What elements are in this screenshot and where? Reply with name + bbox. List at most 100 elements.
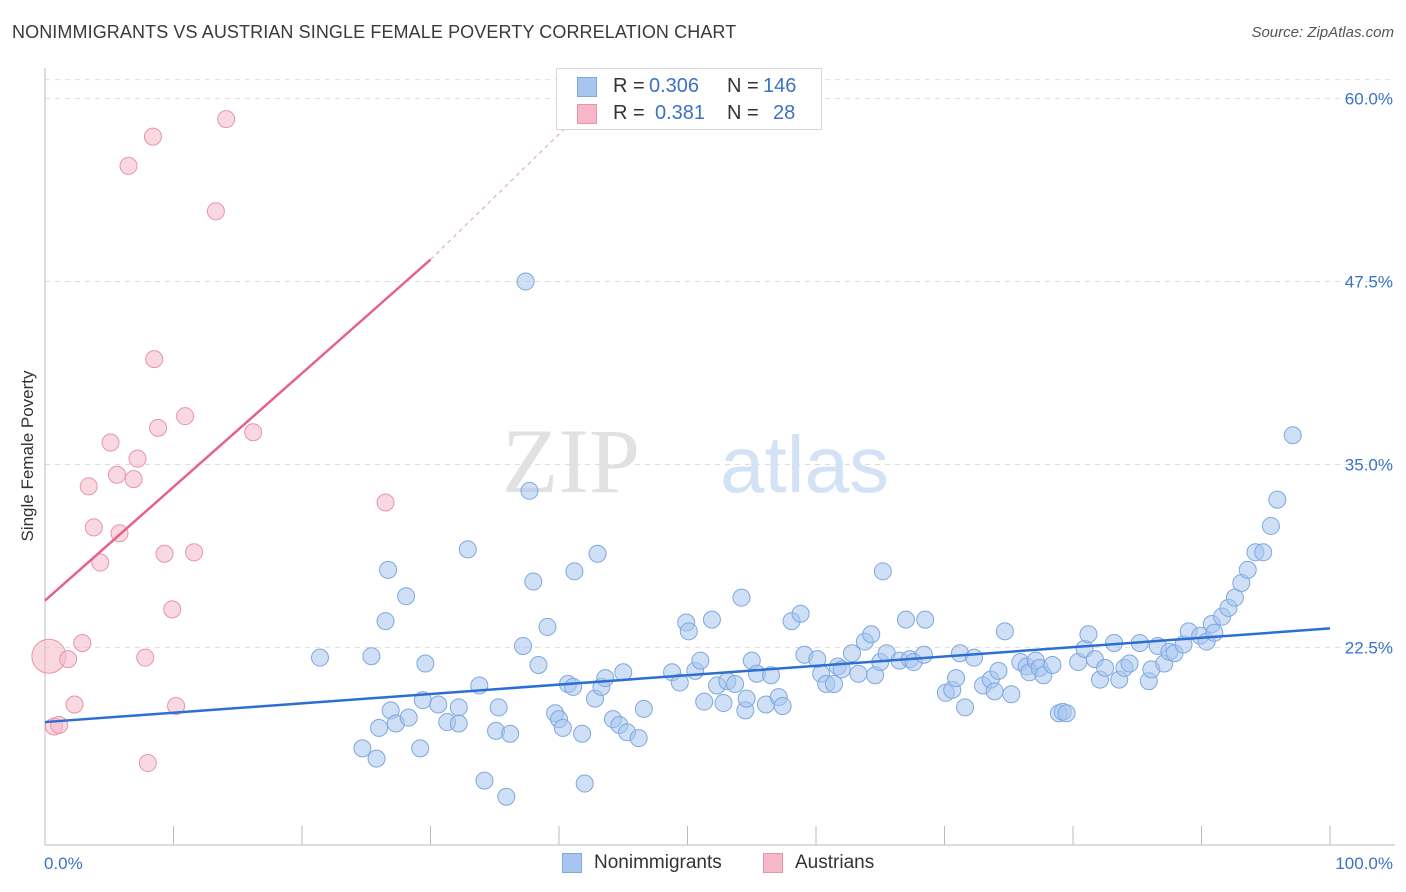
nonimmigrants-point <box>501 724 520 743</box>
legend-n-value: 28 <box>773 102 796 124</box>
nonimmigrants-point <box>1283 426 1302 445</box>
austrians-point <box>185 543 204 562</box>
nonimmigrants-point <box>732 588 751 607</box>
nonimmigrants-point <box>588 544 607 563</box>
nonimmigrants-point <box>1057 704 1076 723</box>
legend-swatch-blue <box>577 77 597 97</box>
austrians-point <box>59 650 78 669</box>
y-axis-label: Single Female Poverty <box>18 370 37 542</box>
nonimmigrants-point <box>634 699 653 718</box>
nonimmigrants-point <box>575 774 594 793</box>
bottom-legend-swatch-blue <box>562 853 582 873</box>
nonimmigrants-point <box>714 694 733 713</box>
austrians-trend-line <box>44 258 432 602</box>
austrians-point <box>91 553 110 572</box>
y-tick-label: 35.0% <box>1345 455 1393 474</box>
nonimmigrants-point <box>873 562 892 581</box>
nonimmigrants-point <box>376 612 395 631</box>
nonimmigrants-point <box>497 787 516 806</box>
tick-labels: 22.5% 35.0% 47.5% 60.0% 0.0% 100.0% <box>44 90 1393 873</box>
nonimmigrants-point <box>1261 516 1280 535</box>
nonimmigrants-point <box>524 572 543 591</box>
nonimmigrants-point <box>416 654 435 673</box>
austrians-point <box>149 418 168 437</box>
nonimmigrants-point <box>849 664 868 683</box>
nonimmigrants-point <box>489 698 508 717</box>
x-tick-label: 100.0% <box>1335 854 1393 873</box>
austrians-point <box>136 648 155 667</box>
axes <box>44 68 1395 846</box>
nonimmigrants-point <box>965 648 984 667</box>
austrians-point <box>50 715 69 734</box>
nonimmigrants-point <box>1205 623 1224 642</box>
nonimmigrants-trend-line <box>44 627 1331 724</box>
austrians-point <box>143 127 162 146</box>
nonimmigrants-point <box>353 739 372 758</box>
nonimmigrants-point <box>564 677 583 696</box>
nonimmigrants-point <box>862 625 881 644</box>
nonimmigrants-point <box>449 698 468 717</box>
nonimmigrants-point <box>914 645 933 664</box>
nonimmigrants-point <box>773 696 792 715</box>
correlation-legend: R = 0.306 N = 146 R = 0.381 N = 28 <box>556 68 822 130</box>
watermark-atlas: atlas <box>720 420 889 509</box>
source-label: Source: ZipAtlas.com <box>1251 24 1394 41</box>
y-tick-label: 47.5% <box>1345 273 1393 292</box>
nonimmigrants-point <box>989 661 1008 680</box>
nonimmigrants-point <box>791 604 810 623</box>
austrians-point <box>128 449 147 468</box>
nonimmigrants-point <box>1096 658 1115 677</box>
austrians-point <box>167 696 186 715</box>
bottom-legend-swatch-pink <box>763 853 783 873</box>
austrians-trend-extension <box>430 127 566 261</box>
nonimmigrants-point <box>896 610 915 629</box>
nonimmigrants-point <box>824 675 843 694</box>
austrians-point <box>119 156 138 175</box>
austrians-point <box>163 600 182 619</box>
nonimmigrants-point <box>553 718 572 737</box>
watermark: ZIP atlas <box>502 410 889 512</box>
legend-r-label: R = <box>613 75 645 97</box>
bottom-legend-label: Nonimmigrants <box>594 852 722 873</box>
austrians-point <box>155 544 174 563</box>
nonimmigrants-point <box>695 692 714 711</box>
nonimmigrants-point <box>538 617 557 636</box>
legend-n-label: N = <box>727 75 759 97</box>
y-tick-label: 60.0% <box>1345 90 1393 109</box>
nonimmigrants-point <box>1079 625 1098 644</box>
nonimmigrants-point <box>520 481 539 500</box>
nonimmigrants-point <box>514 636 533 655</box>
austrians-point <box>65 695 84 714</box>
nonimmigrants-point <box>529 655 548 674</box>
nonimmigrants-point <box>737 689 756 708</box>
austrians-point <box>79 477 98 496</box>
austrians-point <box>84 518 103 537</box>
nonimmigrants-point <box>397 587 416 606</box>
nonimmigrants-point <box>670 673 689 692</box>
austrians-point <box>244 423 263 442</box>
nonimmigrants-point <box>947 669 966 688</box>
gridlines <box>45 79 1395 648</box>
legend-n-value: 146 <box>763 75 797 97</box>
legend-r-label: R = <box>613 102 645 124</box>
austrians-point <box>145 350 164 369</box>
y-tick-label: 22.5% <box>1345 638 1393 657</box>
austrians-point <box>176 407 195 426</box>
nonimmigrants-point <box>1238 560 1257 579</box>
nonimmigrants-point <box>916 610 935 629</box>
nonimmigrants-point <box>596 669 615 688</box>
trend-lines <box>44 127 1331 724</box>
nonimmigrants-point <box>379 560 398 579</box>
chart-title: NONIMMIGRANTS VS AUSTRIAN SINGLE FEMALE … <box>12 22 737 42</box>
nonimmigrants-point <box>1254 543 1273 562</box>
austrians-point <box>101 433 120 452</box>
nonimmigrants-point <box>573 724 592 743</box>
austrians-point <box>217 110 236 129</box>
nonimmigrants-point <box>310 648 329 667</box>
legend-r-value: 0.381 <box>655 102 706 124</box>
nonimmigrants-point <box>362 647 381 666</box>
nonimmigrants-point <box>1120 654 1139 673</box>
bottom-legend-label: Austrians <box>795 852 875 873</box>
nonimmigrants-point <box>449 714 468 733</box>
